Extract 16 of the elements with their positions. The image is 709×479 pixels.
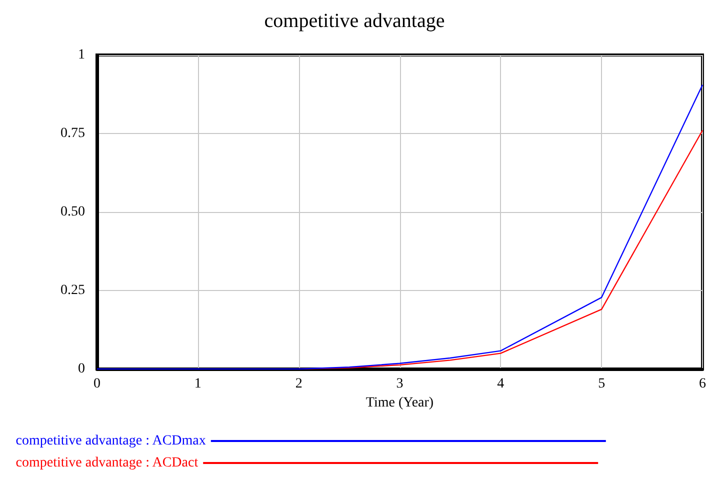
chart-title: competitive advantage <box>264 10 445 32</box>
x-tick-label: 6 <box>699 376 706 392</box>
y-tick-label: 1 <box>78 48 85 62</box>
x-tick-label: 4 <box>497 376 504 392</box>
y-tick-label: 0.25 <box>60 283 85 298</box>
x-tick-label: 2 <box>295 376 302 392</box>
x-axis-title: Time (Year) <box>366 395 434 410</box>
x-tick-label: 5 <box>598 376 606 392</box>
y-tick-label: 0.75 <box>60 126 85 141</box>
text: competitive advantage : ACDact <box>16 456 198 470</box>
x-tick-label: 1 <box>194 376 202 392</box>
y-tick-label: 0.50 <box>60 204 85 220</box>
y-tick-label: 0 <box>78 362 85 376</box>
text: competitive advantage : ACDmax <box>16 434 206 448</box>
x-tick-label: 3 <box>396 376 404 392</box>
x-tick-label: 0 <box>94 376 100 392</box>
